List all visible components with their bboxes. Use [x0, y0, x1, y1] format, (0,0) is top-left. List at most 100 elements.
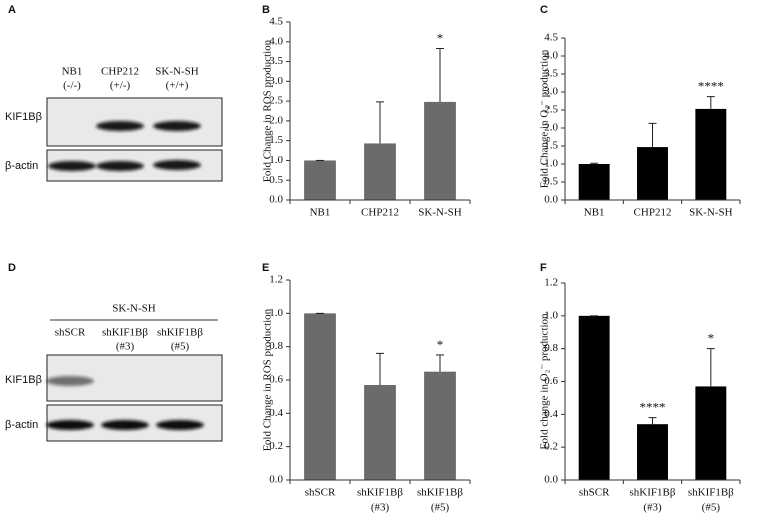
y-tick-label: 0.4: [544, 408, 558, 420]
x-tick-label: shSCR: [305, 487, 336, 499]
y-tick-label: 1.5: [269, 134, 283, 146]
x-tick-label: shSCR: [579, 487, 610, 499]
lane-label: SK-N-SH: [155, 66, 198, 78]
y-tick-label: 3.0: [544, 86, 558, 98]
error-bar: [590, 162, 599, 164]
row-label: β-actin: [5, 160, 38, 172]
band: [96, 161, 144, 171]
y-axis-label: Fold Change in ROS production: [262, 39, 274, 182]
lane-label: (#3): [116, 341, 135, 353]
y-tick-label: 4.5: [544, 32, 558, 44]
y-tick-label: 4.0: [544, 50, 558, 62]
y-tick-label: 2.0: [269, 114, 283, 126]
band: [48, 161, 96, 171]
y-tick-label: 0.6: [544, 375, 558, 387]
lane-label: (+/+): [166, 80, 189, 92]
y-axis-label: Fold change in O₂⁻ production: [539, 313, 551, 450]
x-tick-label: (#5): [702, 502, 721, 513]
significance: *: [708, 331, 715, 346]
significance: *: [437, 337, 444, 352]
x-tick-label: (#3): [371, 502, 390, 513]
lane-label: (+/-): [110, 80, 131, 92]
bar: [578, 164, 610, 200]
band: [153, 121, 201, 131]
panel-letter: C: [540, 4, 548, 16]
x-tick-label: SK-N-SH: [418, 207, 461, 219]
lane-label: shSCR: [55, 327, 86, 339]
x-tick-label: shKIF1Bβ: [357, 487, 403, 499]
lane-label: (#5): [171, 341, 190, 353]
x-tick-label: (#5): [431, 502, 450, 513]
band: [46, 420, 94, 430]
x-tick-label: SK-N-SH: [689, 207, 732, 219]
x-tick-label: NB1: [310, 207, 331, 219]
blot-box: [46, 97, 223, 147]
significance: ****: [698, 79, 724, 94]
y-tick-label: 4.5: [269, 16, 283, 28]
band: [153, 160, 201, 170]
bar: [695, 108, 727, 200]
bar: [637, 424, 668, 480]
y-tick-label: 2.5: [269, 95, 283, 107]
band: [156, 420, 204, 430]
bar: [364, 385, 396, 480]
error-bar: [436, 354, 444, 372]
row-label: KIF1Bβ: [5, 111, 42, 123]
error-bar: [706, 96, 715, 109]
bar: [424, 371, 456, 480]
y-tick-label: 3.5: [544, 68, 558, 80]
y-tick-label: 0.4: [269, 407, 283, 419]
y-tick-label: 1.0: [544, 158, 558, 170]
x-tick-label: shKIF1Bβ: [417, 487, 463, 499]
y-tick-label: 0.0: [544, 194, 558, 206]
panel-letter: E: [262, 262, 269, 274]
bar: [637, 147, 668, 200]
error-bar: [436, 48, 444, 102]
y-tick-label: 0.0: [544, 474, 558, 486]
y-tick-label: 2.5: [544, 104, 558, 116]
y-tick-label: 1.0: [269, 307, 283, 319]
y-tick-label: 1.2: [544, 277, 558, 289]
panel-letter: D: [8, 262, 16, 274]
error-bar: [376, 101, 384, 144]
y-tick-label: 0.0: [269, 474, 283, 486]
y-tick-label: 3.0: [269, 75, 283, 87]
bar: [304, 313, 336, 480]
bar: [304, 160, 336, 200]
lane-label: shKIF1Bβ: [157, 327, 203, 339]
bar: [364, 143, 396, 200]
x-tick-label: CHP212: [361, 207, 399, 219]
band: [96, 121, 144, 131]
x-tick-label: NB1: [584, 207, 605, 219]
panel-letter: B: [262, 4, 270, 16]
bar: [578, 315, 610, 480]
y-tick-label: 1.2: [269, 274, 283, 286]
y-tick-label: 1.5: [544, 140, 558, 152]
y-tick-label: 0.8: [544, 342, 558, 354]
y-axis-label: Fold Change in ROS production: [262, 308, 274, 451]
significance: ****: [640, 400, 666, 415]
panel-letter: F: [540, 262, 547, 274]
y-axis-label: Fold Change in O₂⁻ production: [539, 49, 551, 188]
lane-label: CHP212: [101, 66, 139, 78]
lane-label: NB1: [62, 66, 83, 78]
row-label: KIF1Bβ: [5, 374, 42, 386]
bar: [424, 101, 456, 200]
band: [101, 420, 149, 430]
error-bar: [648, 122, 657, 148]
y-tick-label: 0.2: [544, 441, 558, 453]
error-bar: [376, 352, 384, 385]
lane-label: shKIF1Bβ: [102, 327, 148, 339]
group-label: SK-N-SH: [112, 303, 155, 315]
y-tick-label: 1.0: [544, 309, 558, 321]
error-bar: [648, 417, 657, 425]
x-tick-label: CHP212: [634, 207, 672, 219]
y-tick-label: 1.0: [269, 154, 283, 166]
band: [46, 376, 94, 386]
y-tick-label: 4.0: [269, 35, 283, 47]
y-tick-label: 0.5: [544, 176, 558, 188]
lane-label: (-/-): [63, 80, 81, 92]
y-tick-label: 0.2: [269, 440, 283, 452]
y-tick-label: 2.0: [544, 122, 558, 134]
